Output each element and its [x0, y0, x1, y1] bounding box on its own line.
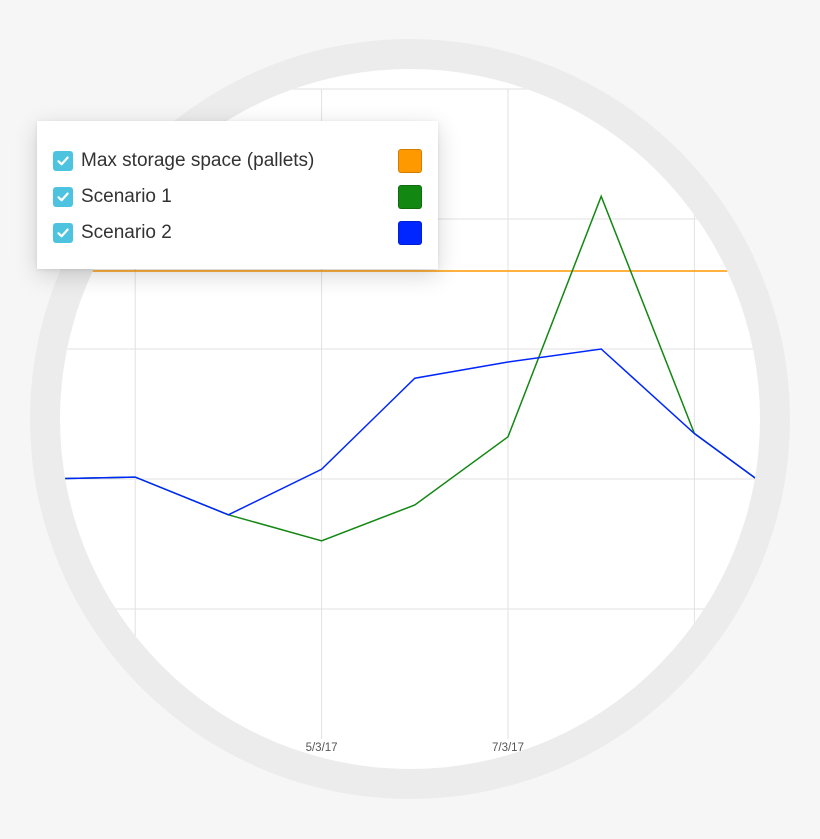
legend-item-max-storage[interactable]: Max storage space (pallets) [37, 143, 438, 179]
legend-color-swatch[interactable] [398, 149, 422, 173]
checkmark-icon [57, 228, 69, 238]
x-tick-label: 5/3/17 [306, 742, 338, 754]
x-axis-ticks: 5/3/17 7/3/17 [306, 742, 524, 754]
series-lines [60, 194, 760, 542]
legend-label: Scenario 2 [81, 222, 172, 243]
x-tick-label: 7/3/17 [492, 742, 524, 754]
chart-plot-area: 5/3/17 7/3/17 [60, 88, 760, 754]
checkmark-icon [57, 192, 69, 202]
legend-item-scenario-1[interactable]: Scenario 1 [37, 179, 438, 215]
chart-legend: Max storage space (pallets) Scenario 1 S… [37, 121, 438, 269]
series-line-scenario-2 [60, 348, 760, 516]
legend-label: Max storage space (pallets) [81, 150, 315, 171]
legend-color-swatch[interactable] [398, 185, 422, 209]
legend-label: Scenario 1 [81, 186, 172, 207]
legend-checkbox-scenario-2[interactable] [53, 223, 73, 243]
checkmark-icon [57, 156, 69, 166]
legend-checkbox-scenario-1[interactable] [53, 187, 73, 207]
legend-item-scenario-2[interactable]: Scenario 2 [37, 215, 438, 251]
legend-color-swatch[interactable] [398, 221, 422, 245]
legend-checkbox-max-storage[interactable] [53, 151, 73, 171]
